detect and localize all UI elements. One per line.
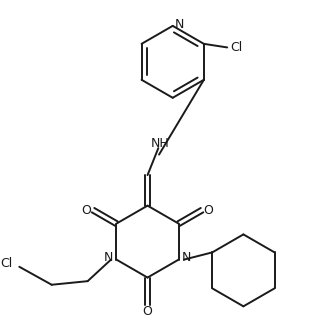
Text: Cl: Cl xyxy=(1,257,13,270)
Text: N: N xyxy=(104,251,113,264)
Text: NH: NH xyxy=(151,137,170,150)
Text: O: O xyxy=(82,204,91,217)
Text: N: N xyxy=(182,251,191,264)
Text: Cl: Cl xyxy=(230,41,242,54)
Text: O: O xyxy=(143,305,152,318)
Text: O: O xyxy=(204,204,214,217)
Text: N: N xyxy=(175,18,184,31)
